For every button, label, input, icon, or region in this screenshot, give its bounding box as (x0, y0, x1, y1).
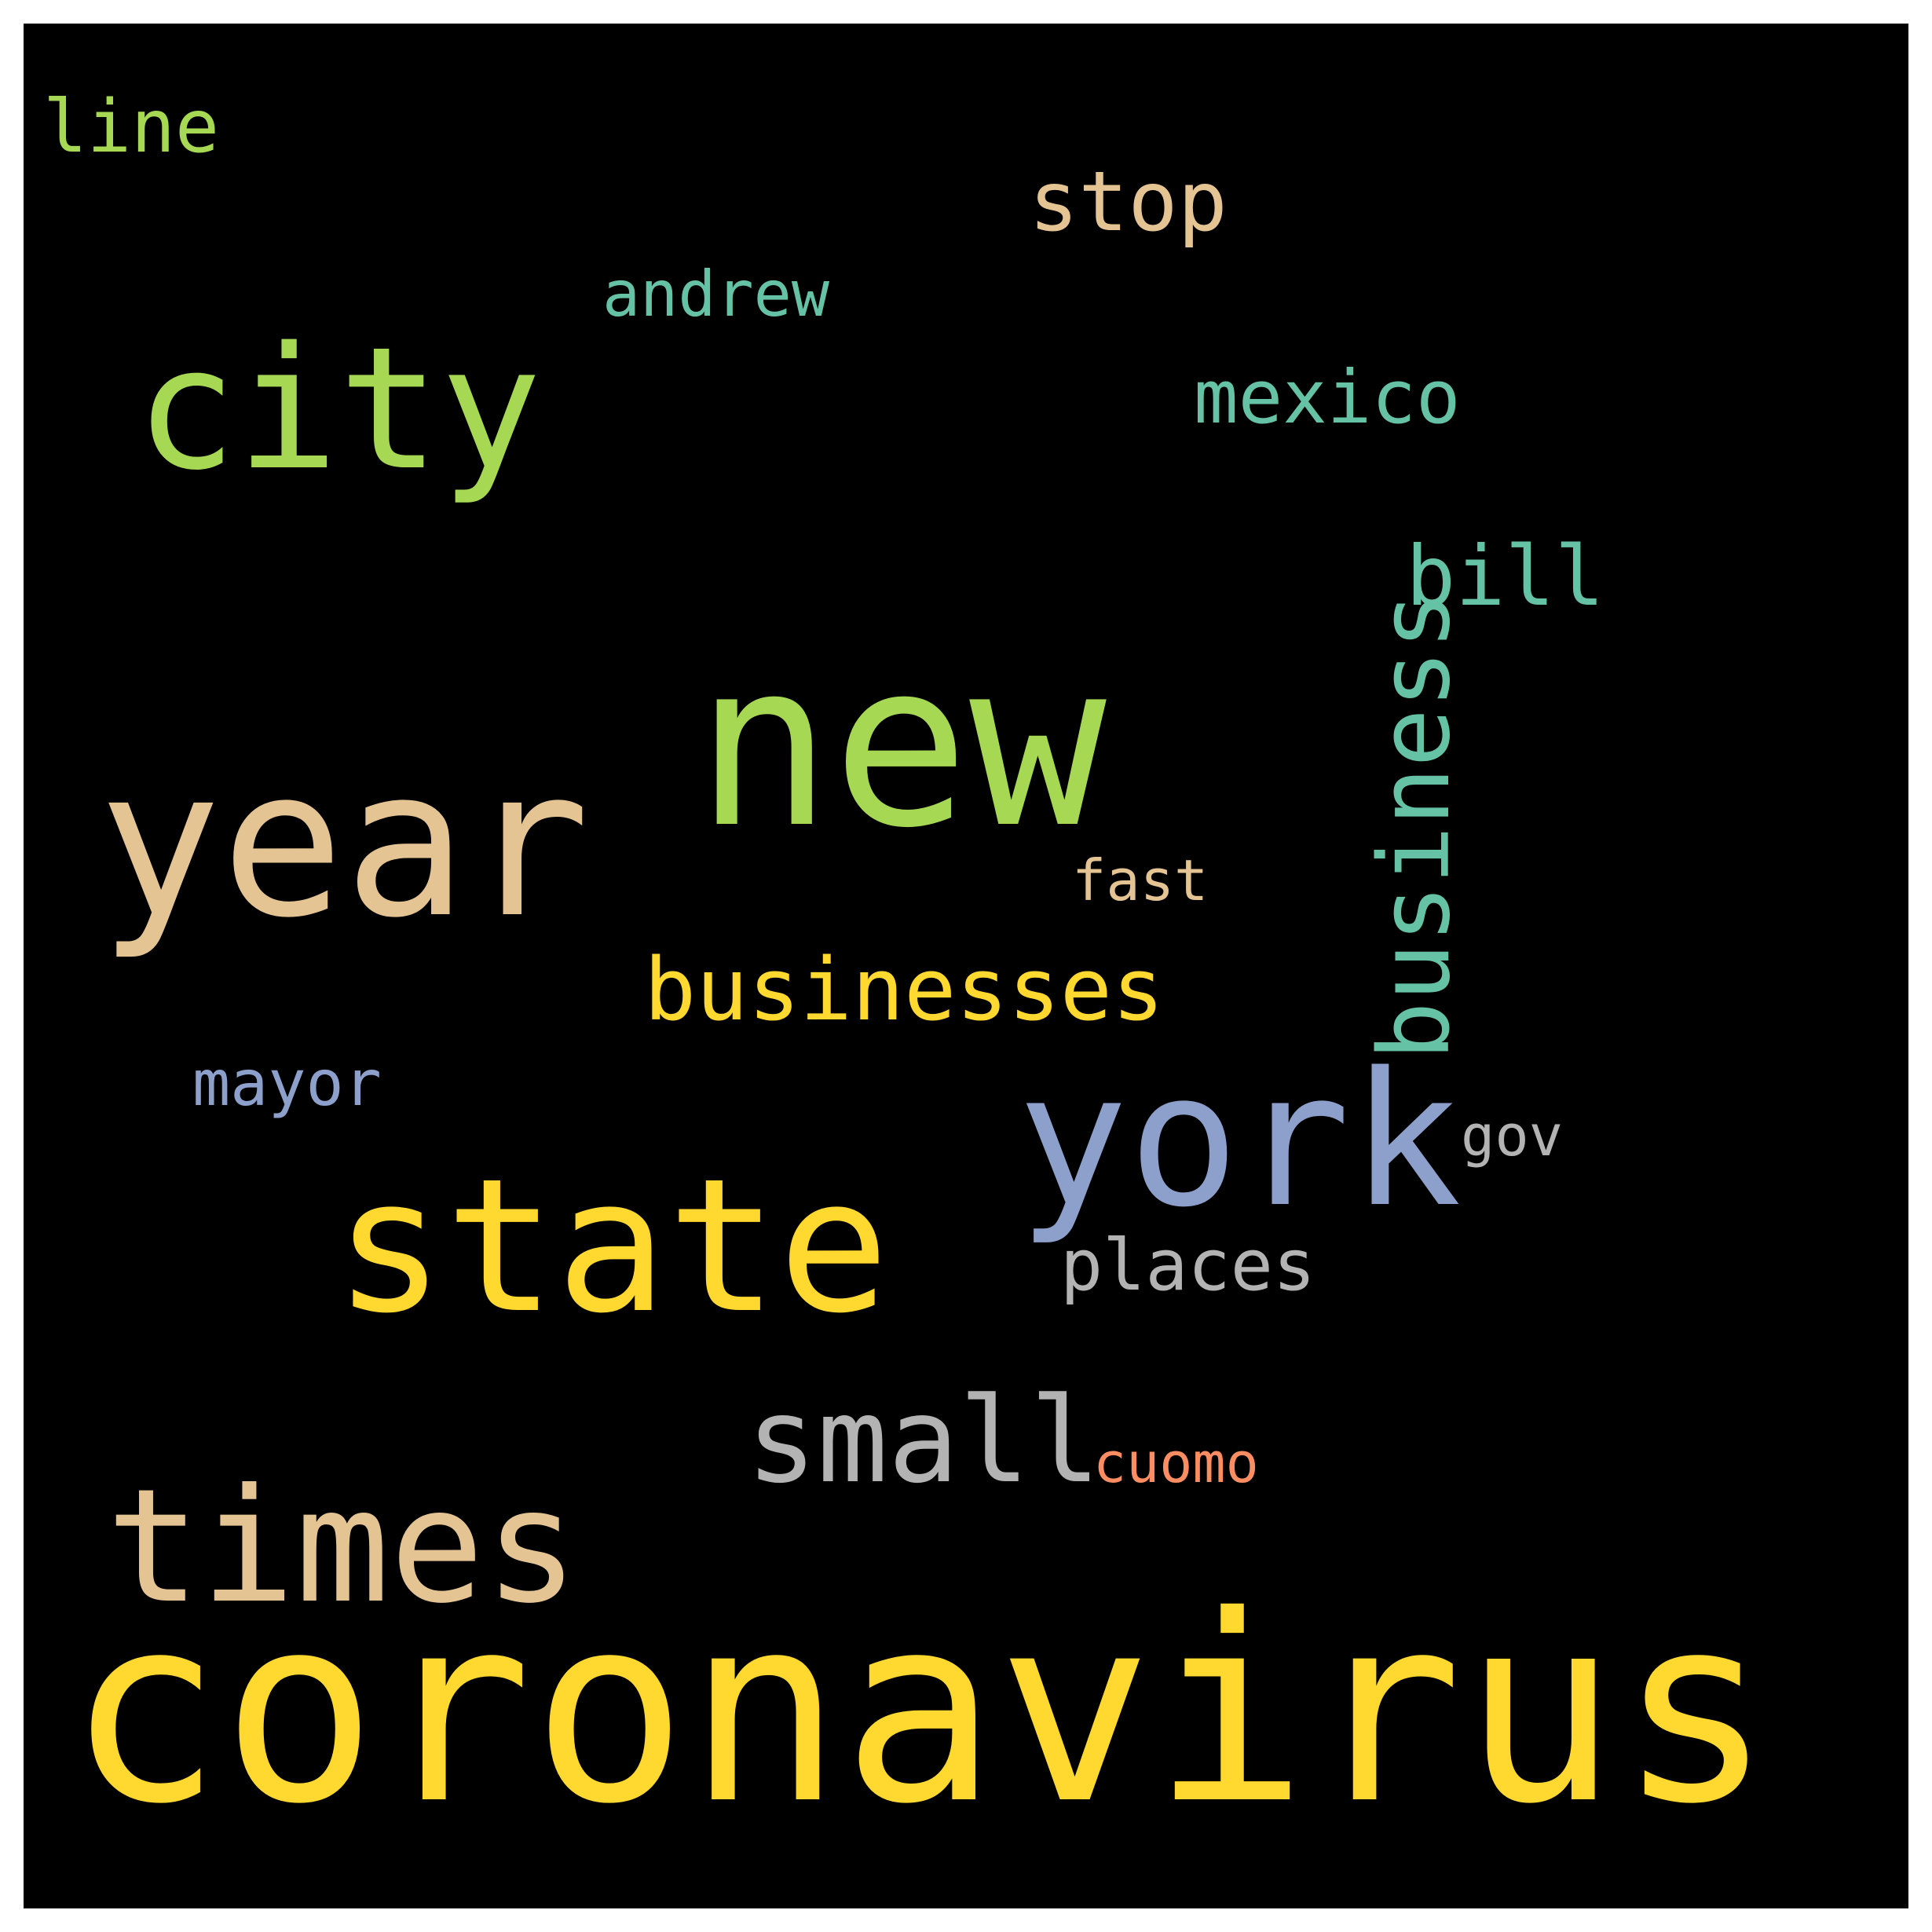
word-times: times (106, 1455, 580, 1638)
word-cuomo: cuomo (1093, 1431, 1259, 1495)
word-mexico: mexico (1194, 355, 1461, 441)
word-city: city (135, 310, 542, 507)
word-york: york (1017, 1034, 1462, 1248)
word-coronavirus: coronavirus (67, 1561, 1773, 1861)
word-new: new (695, 613, 1107, 878)
word-small: small (746, 1373, 1101, 1509)
word-bill: bill (1406, 529, 1605, 624)
word-places: places (1060, 1224, 1316, 1307)
word-fast: fast (1072, 847, 1209, 913)
word-business: business (1359, 591, 1472, 1060)
word-businesses: businesses (644, 939, 1165, 1040)
word-mayor: mayor (192, 1047, 382, 1120)
word-stop: stop (1029, 154, 1228, 250)
word-year: year (98, 726, 591, 963)
word-state: state (334, 1140, 890, 1354)
word-andrew: andrew (602, 258, 829, 331)
word-line: line (43, 84, 219, 169)
word-cloud: coronavirus new year york state city tim… (24, 24, 1908, 1908)
word-gov: gov (1461, 1103, 1564, 1169)
